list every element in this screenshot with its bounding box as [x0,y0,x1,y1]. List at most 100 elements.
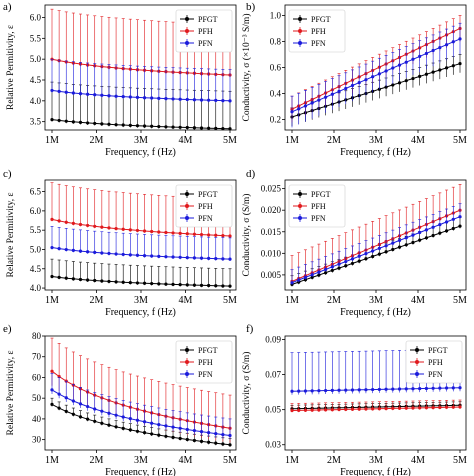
data-point [178,231,182,235]
series-pfh [290,399,462,413]
data-point [57,247,61,251]
panel-label: c) [3,168,12,180]
data-point [114,123,118,127]
data-point [214,441,218,445]
data-point [207,256,211,260]
data-point [71,120,75,124]
data-point [171,435,175,439]
series-line [51,58,231,76]
data-point [418,230,422,235]
data-point [192,126,196,130]
data-point [384,85,388,89]
data-point [150,229,154,234]
data-point [330,92,334,96]
data-point [164,434,168,438]
panel-label: b) [246,1,256,13]
data-point [171,255,175,259]
data-point [344,86,348,91]
data-point [384,387,388,391]
data-point [297,408,301,412]
data-point [207,283,211,288]
data-point [199,439,204,443]
data-point [431,48,435,53]
data-point [214,233,218,237]
data-point [297,278,301,282]
legend-label: PFN [198,370,213,379]
legend-marker [415,360,419,364]
data-point [317,270,321,274]
y-tick-label: 4.5 [30,75,42,85]
data-point [199,232,204,237]
data-point [128,417,132,421]
plot-frame [44,179,237,291]
data-point [135,124,140,128]
legend: PFGT PFH PFN [288,184,346,228]
x-tick-label: 2M [327,455,341,466]
data-point [121,123,125,127]
data-point [157,422,161,427]
legend-marker [185,360,189,364]
data-point [128,228,132,232]
x-tick-label: 4M [411,455,425,466]
data-point [377,252,381,256]
data-point [397,63,402,67]
legend-marker [415,372,419,376]
y-tick-label: 50 [32,393,42,403]
data-point [121,280,125,284]
data-point [418,54,422,58]
data-point [50,217,54,221]
y-tick-label: 5.0 [30,244,42,254]
data-point [324,388,328,393]
data-point [377,407,381,411]
x-tick-label: 2M [327,295,341,306]
data-point [438,68,442,72]
data-point [128,123,132,127]
data-point [324,408,328,412]
data-point [310,273,314,277]
data-point [107,423,111,427]
data-point [451,217,455,221]
data-point [371,254,375,259]
legend-label: PFH [311,27,326,36]
data-point [121,426,125,430]
data-point [135,418,140,422]
data-point [444,66,449,70]
data-point [207,98,211,102]
y-tick-label: 0.8 [270,36,282,46]
x-axis-label: Frequency, f (Hz) [340,467,411,476]
panel-label: e) [3,323,12,335]
data-point [424,228,428,232]
data-point [57,275,61,279]
y-axis-label: Relative Permitivity, ε [6,25,16,110]
data-point [86,92,90,96]
legend: PFGT PFH PFN [288,9,346,53]
data-point [424,72,428,76]
data-point [317,408,321,412]
data-point [71,91,75,95]
y-axis-label: Conductivity, σ (S/m) [241,194,252,277]
data-point [330,265,334,269]
legend-marker [298,41,302,45]
data-point [344,259,348,264]
data-point [64,276,68,280]
legend-label: PFGT [198,15,218,24]
data-point [121,95,125,99]
legend-marker [185,41,189,45]
data-point [337,266,341,270]
data-point [192,283,196,287]
legend: PFGT PFH PFN [175,9,233,53]
data-point [135,95,140,99]
y-tick-label: 6.5 [30,187,42,197]
data-point [411,240,415,245]
data-point [344,407,348,412]
series-line [291,225,461,285]
data-point [451,64,455,68]
legend-marker [185,204,189,208]
x-tick-label: 3M [369,455,383,466]
data-point [178,436,182,441]
legend-marker [185,192,189,196]
data-point [438,386,442,390]
y-axis-label: Relative Permitivity, ε [6,193,16,278]
data-point [171,282,175,286]
data-point [207,431,211,435]
